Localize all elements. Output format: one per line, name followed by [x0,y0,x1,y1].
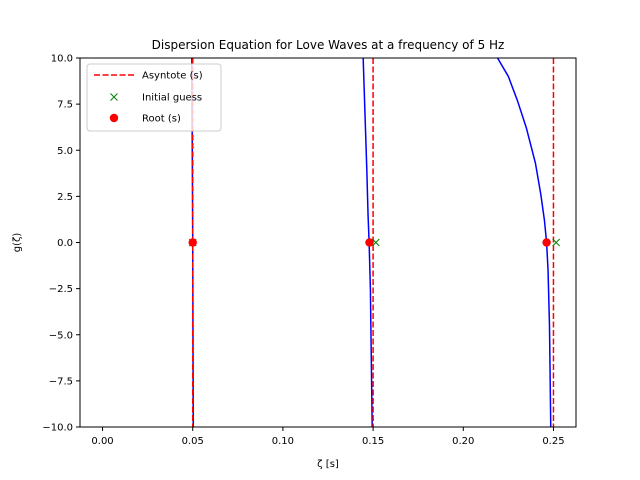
y-axis-title: g(ζ) [12,233,23,253]
y-tick-label: −10.0 [42,423,73,434]
legend-label: Initial guess [142,93,202,104]
x-axis-title: ζ [s] [317,459,339,470]
legend: Asyntote (s) Initial guess Root (s) [86,63,222,132]
y-tick-label: 5.0 [57,146,73,157]
x-tick-label: 0.00 [91,436,113,447]
curve-branch-3 [496,58,552,427]
legend-handle-initial-guess [110,93,118,101]
legend-label: Asyntote (s) [142,71,203,82]
root-marker-2 [365,238,374,247]
legend-box [86,63,222,132]
root-marker-1 [188,238,197,247]
chart-title: Dispersion Equation for Love Waves at a … [152,38,505,52]
legend-handle-root [109,113,119,123]
y-tick-label: 0.0 [57,238,73,249]
y-tick-label: 2.5 [57,192,73,203]
root-marker-3 [542,238,551,247]
initial-guess-marker-2 [371,238,380,247]
y-tick-label: −5.0 [49,330,73,341]
legend-label: Root (s) [142,114,181,125]
curve-branch-2 [362,58,373,427]
axis-ticks: 0.00 0.05 0.10 0.15 0.20 0.25 −10.0 −7.5 −5.0 −2.… [42,54,564,448]
y-tick-label: 7.5 [57,100,73,111]
y-tick-label: −7.5 [49,376,73,387]
y-tick-label: −2.5 [49,284,73,295]
initial-guess-marker-3 [552,238,561,247]
x-tick-label: 0.25 [542,436,564,447]
y-tick-label: 10.0 [51,54,73,65]
x-tick-label: 0.10 [272,436,294,447]
x-tick-label: 0.15 [362,436,384,447]
x-tick-label: 0.20 [452,436,474,447]
x-tick-label: 0.05 [182,436,204,447]
